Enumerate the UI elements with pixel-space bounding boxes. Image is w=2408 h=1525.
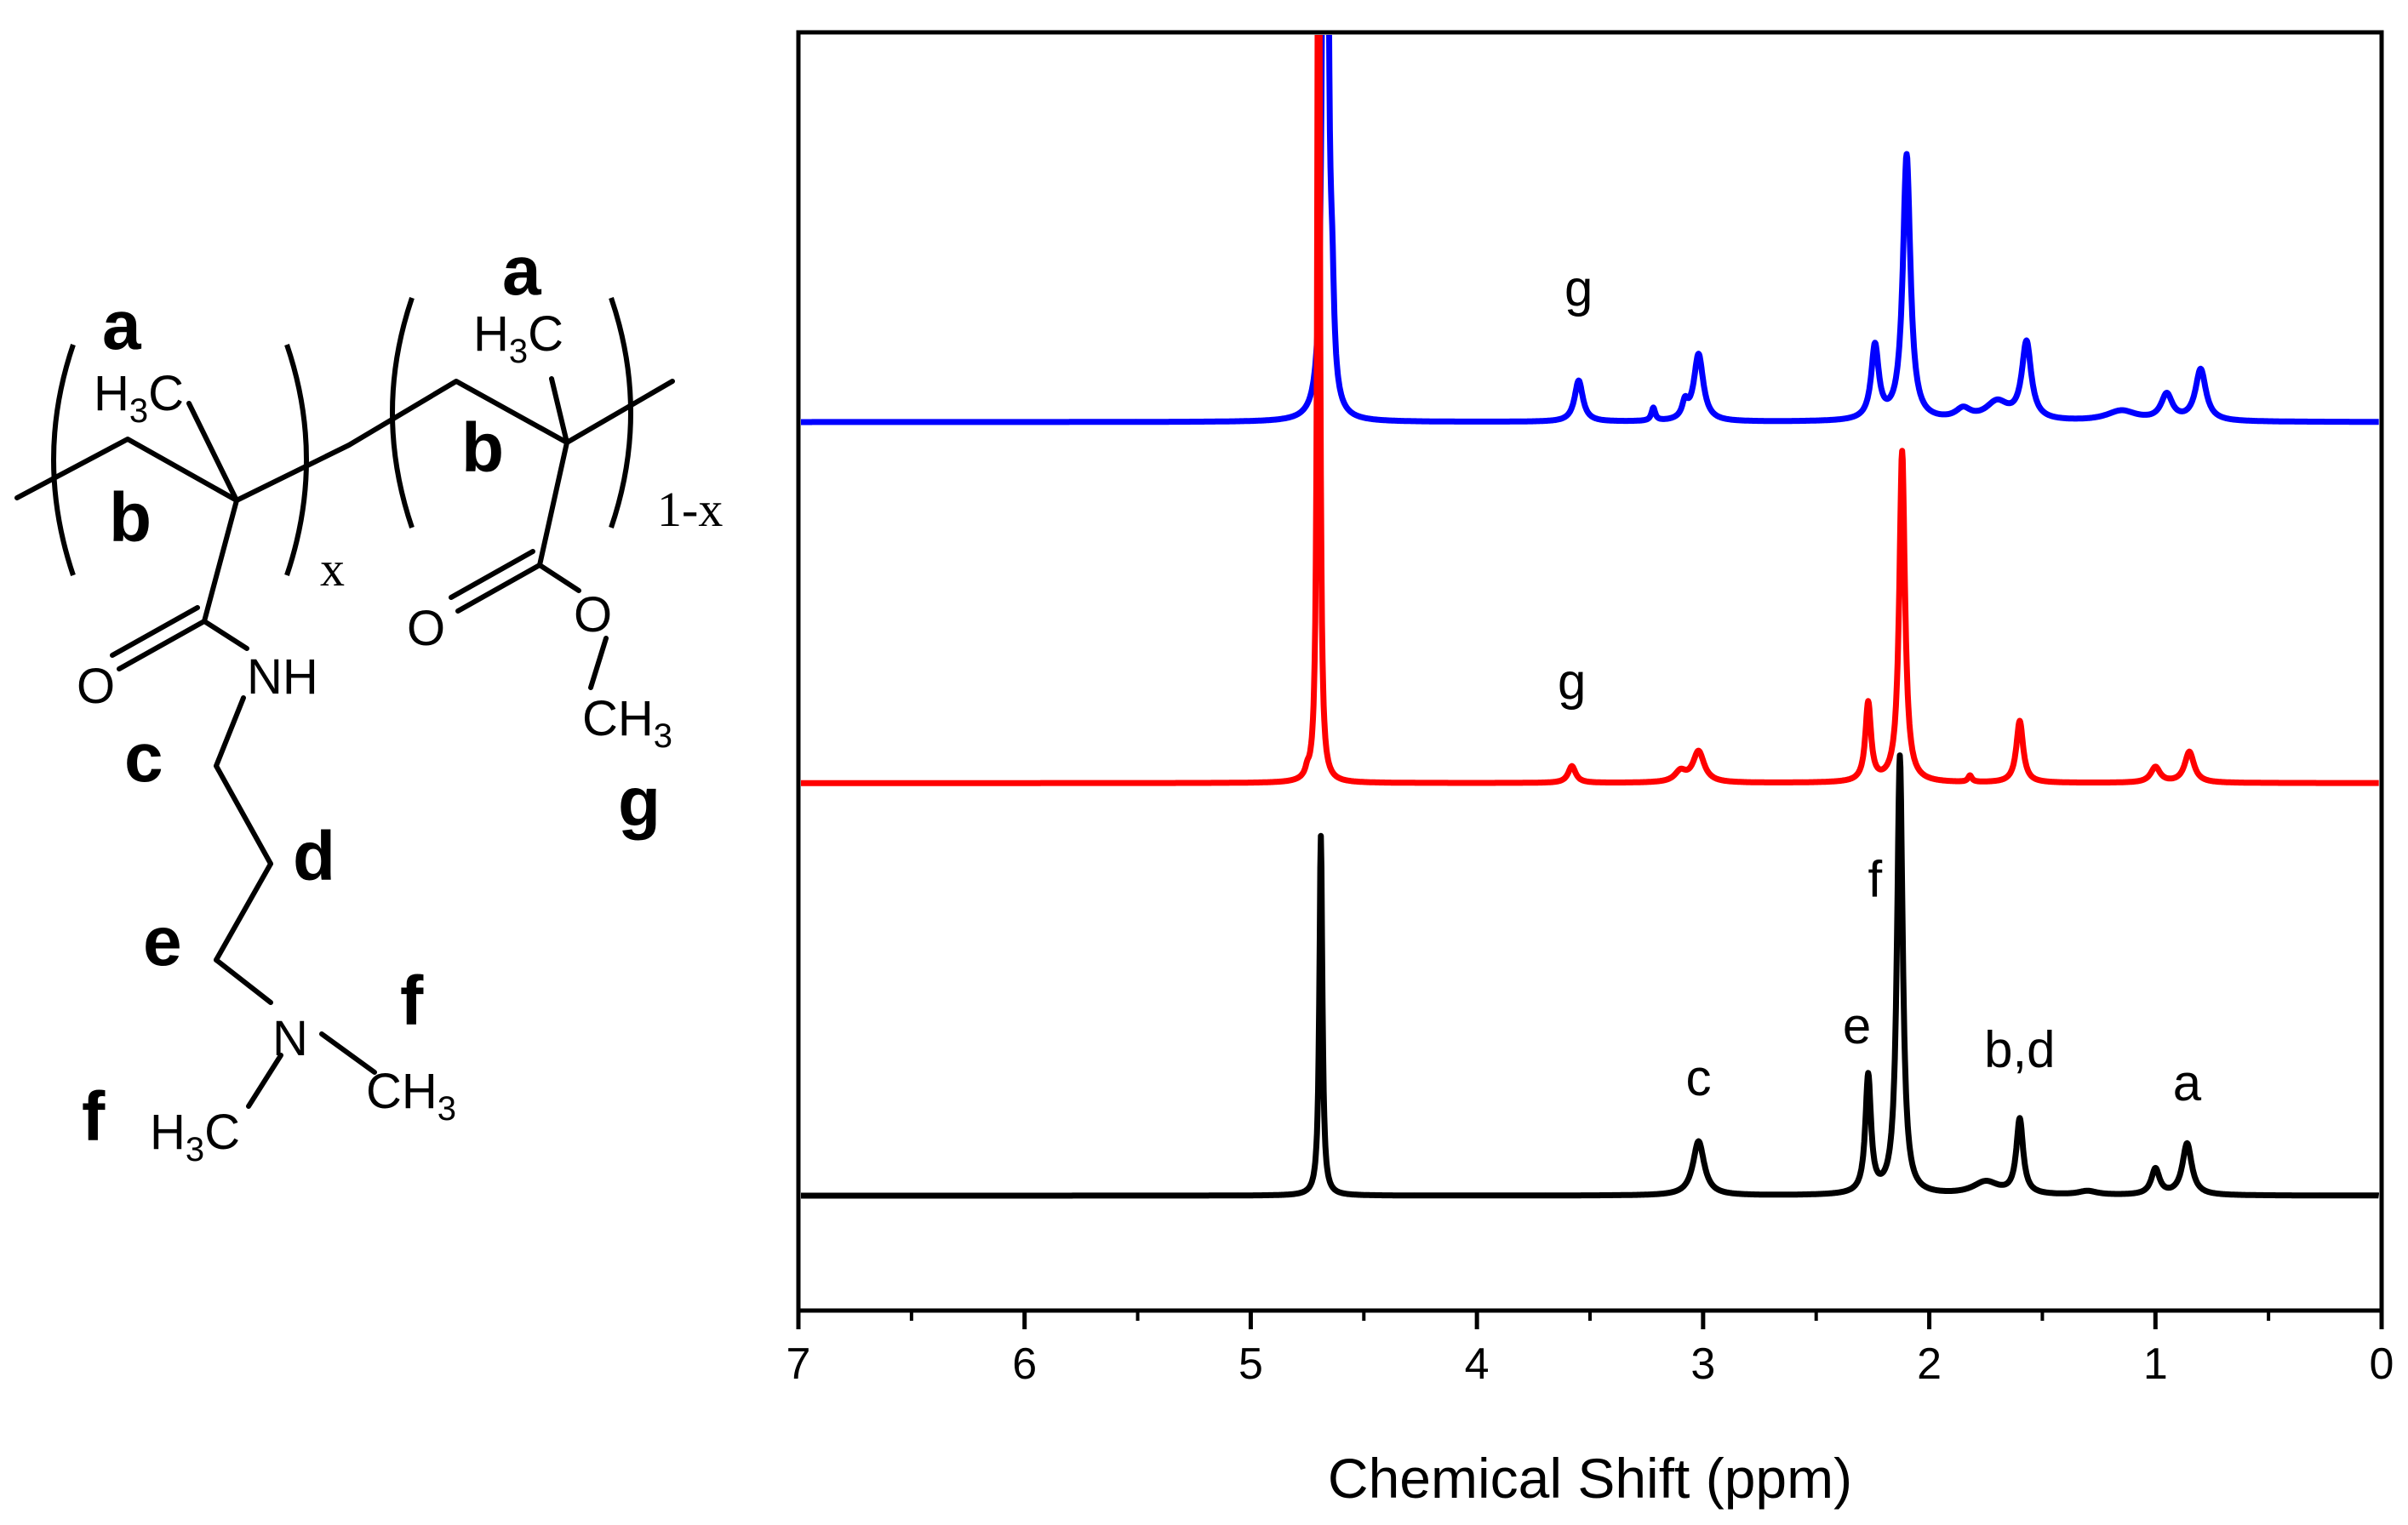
x-axis-ticks: 7 6 5 4 3 2 1 0 — [786, 1311, 2394, 1389]
subscript-x: x — [320, 541, 345, 597]
atom-n: N — [272, 1011, 308, 1066]
atom-h3c-1: H3C — [94, 366, 184, 430]
series-line-2 — [801, 35, 2379, 786]
peak-label: c — [1686, 1049, 1712, 1106]
series-line-1 — [801, 35, 2379, 426]
proton-label-d: d — [293, 818, 335, 895]
bracket-left-2 — [390, 297, 415, 528]
proton-label-a1: a — [102, 287, 142, 364]
x-tick-label: 0 — [2370, 1339, 2394, 1389]
ester-och3-bond — [588, 636, 609, 690]
atom-h3c-2: H3C — [473, 306, 563, 370]
n-methyl-bond-1 — [319, 1031, 377, 1075]
proton-label-b1: b — [109, 479, 152, 557]
methyl-bond-2 — [549, 376, 569, 445]
chemical-structure: x 1-x H3C H3C O NH N CH3 H3C O O CH3 a b… — [14, 232, 723, 1168]
peak-label: g — [1564, 260, 1593, 317]
proton-label-c: c — [124, 719, 163, 797]
ester-co-bond-2 — [449, 549, 535, 600]
ester-c-bond — [537, 440, 569, 568]
atom-ch3-n: CH3 — [366, 1064, 456, 1128]
x-tick-label: 1 — [2143, 1339, 2168, 1389]
bracket-right-2 — [609, 297, 633, 528]
atom-nh: NH — [247, 649, 318, 705]
atom-o-ester-double: O — [407, 601, 445, 656]
x-tick-label: 7 — [786, 1339, 811, 1389]
bracket-right-1 — [284, 344, 309, 576]
atom-o-ester: O — [574, 587, 612, 643]
amide-co-bond — [117, 619, 207, 671]
proton-label-b2: b — [461, 409, 504, 487]
x-axis-title: Chemical Shift (ppm) — [1328, 1447, 1852, 1510]
x-tick-label: 2 — [1917, 1339, 1942, 1389]
peak-label: b,d — [1984, 1021, 2055, 1078]
peak-label: a — [2173, 1054, 2202, 1111]
x-tick-label: 4 — [1465, 1339, 1490, 1389]
amide-c-bond — [202, 498, 239, 624]
x-tick-label: 3 — [1690, 1339, 1715, 1389]
peak-label: f — [1867, 851, 1882, 908]
proton-label-a2: a — [502, 232, 542, 310]
peak-label: g — [1558, 654, 1586, 711]
atom-h3c-n: H3C — [150, 1105, 240, 1168]
proton-label-g: g — [618, 763, 661, 841]
amide-cn-bond — [202, 619, 249, 651]
chain-bond-1 — [214, 695, 246, 768]
methyl-bond-1 — [186, 401, 239, 503]
bracket-left-1 — [51, 344, 76, 576]
x-tick-label: 6 — [1012, 1339, 1037, 1389]
amide-co-bond-2 — [110, 605, 200, 658]
chain-bond-4 — [214, 957, 273, 1005]
proton-label-f2: f — [400, 962, 424, 1040]
peak-annotations: g g c e f b,d a — [1558, 260, 2202, 1111]
n-methyl-bond-2 — [246, 1053, 283, 1109]
chain-bond-3 — [214, 861, 273, 962]
peak-label: e — [1843, 997, 1871, 1054]
chain-bond-2 — [214, 763, 273, 866]
ester-co-single-bond — [537, 563, 581, 593]
x-tick-label: 5 — [1238, 1339, 1263, 1389]
ester-co-bond — [455, 563, 542, 614]
subscript-1x: 1-x — [657, 482, 723, 537]
nmr-chart: 7 6 5 4 3 2 1 0 g g c e f b,d a Chemical Shift (ppm) — [786, 30, 2394, 1510]
series-line-3 — [801, 752, 2379, 1199]
plot-frame — [796, 30, 2384, 1313]
atom-o-amide: O — [77, 659, 115, 714]
proton-label-e: e — [143, 903, 182, 980]
spectra-series — [801, 35, 2379, 1199]
proton-label-f1: f — [82, 1078, 106, 1156]
atom-ch3-ester: CH3 — [582, 691, 672, 755]
